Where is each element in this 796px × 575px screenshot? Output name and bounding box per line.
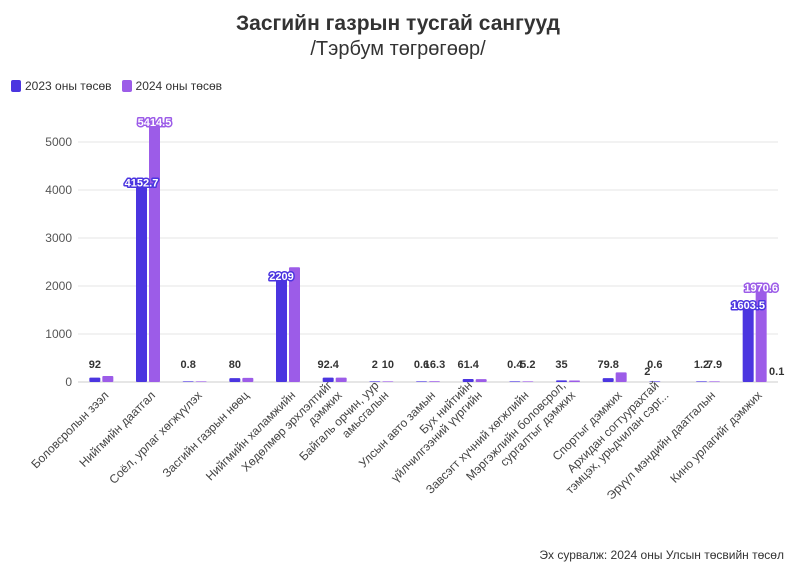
x-tick-label-line: Кино урлагийг дэмжих	[667, 388, 764, 485]
data-label: 61.4	[457, 359, 479, 371]
bar	[136, 182, 147, 382]
bar	[182, 381, 194, 382]
bar	[416, 381, 427, 382]
data-label: 0.4	[507, 359, 523, 371]
y-tick-label: 1000	[45, 327, 72, 341]
bar	[742, 305, 754, 382]
x-tick-label-line: Соёл, урлаг хөгжүүлэх	[106, 388, 204, 486]
bar	[509, 381, 521, 382]
data-label: 2	[372, 359, 378, 371]
x-tick-label-line: Боловсролын зээл	[28, 388, 111, 471]
bar	[102, 376, 114, 382]
bar	[462, 379, 474, 382]
y-tick-label: 2000	[45, 279, 72, 293]
chart-subtitle: /Тэрбум төгрөгөөр/	[310, 38, 486, 60]
chart-legend: 2023 оны төсөв 2024 оны төсөв	[11, 79, 222, 93]
source-note: Эх сурвалж: 2024 оны Улсын төсвийн төсөл	[539, 548, 784, 562]
legend-swatch-2023	[11, 80, 21, 92]
bar	[602, 378, 614, 382]
data-label: 5.2	[520, 359, 535, 371]
bar	[556, 380, 567, 382]
data-label: 2209	[269, 271, 293, 283]
data-label: 4152.7	[125, 178, 159, 190]
chart-title: Засгийн газрын тусгай сангууд	[235, 12, 561, 35]
data-label: 5414.5	[138, 117, 172, 129]
data-label: 7.9	[707, 359, 722, 371]
bar	[335, 377, 347, 382]
bar	[322, 377, 334, 382]
bar	[149, 122, 160, 382]
data-label: 92.4	[317, 359, 339, 371]
bar	[649, 381, 661, 382]
data-label: 79.8	[597, 359, 618, 371]
y-tick-label: 5000	[45, 135, 72, 149]
bar	[369, 381, 381, 382]
bar	[569, 380, 580, 382]
data-label: 35	[555, 359, 567, 371]
data-label: 2	[644, 366, 650, 378]
x-tick-label: Кино урлагийг дэмжих	[667, 388, 764, 485]
bar	[522, 381, 534, 382]
x-tick-label: Соёл, урлаг хөгжүүлэх	[106, 388, 204, 486]
bar	[89, 377, 101, 382]
data-label: 0.8	[181, 359, 196, 371]
bar	[382, 381, 394, 382]
legend-label-2023: 2023 оны төсөв	[25, 79, 112, 93]
y-tick-label: 0	[65, 375, 72, 389]
data-label: 0.1	[769, 366, 784, 378]
bar	[475, 379, 487, 382]
bar	[755, 287, 767, 382]
data-label: 1.2	[694, 359, 709, 371]
data-label: 1603.5	[731, 300, 765, 312]
bar	[242, 377, 254, 382]
bar	[615, 372, 627, 382]
data-label: 0.6	[647, 359, 662, 371]
data-label: 80	[229, 359, 241, 371]
y-tick-label: 3000	[45, 231, 72, 245]
data-label: 92	[89, 359, 101, 371]
data-label: 1970.6	[744, 282, 778, 294]
data-label: 16.3	[424, 359, 445, 371]
bar	[276, 275, 287, 382]
bar	[229, 378, 241, 382]
x-tick-label: Боловсролын зээл	[28, 388, 111, 471]
x-tick-label: Засгийн газрын нөөц	[160, 388, 252, 480]
legend-swatch-2024	[121, 80, 132, 92]
data-label: 10	[382, 359, 394, 371]
bar	[696, 381, 707, 382]
bar	[195, 381, 207, 382]
legend-label-2024: 2024 оны төсөв	[135, 79, 223, 93]
legend-item-2024[interactable]: 2024 оны төсөв	[121, 79, 223, 93]
bar	[289, 267, 300, 382]
x-tick-label-line: Засгийн газрын нөөц	[160, 388, 252, 480]
data-label: 0.6	[414, 359, 429, 371]
bar	[429, 381, 440, 382]
y-tick-label: 4000	[45, 183, 72, 197]
legend-item-2023[interactable]: 2023 оны төсөв	[11, 79, 112, 93]
bar	[709, 381, 720, 382]
